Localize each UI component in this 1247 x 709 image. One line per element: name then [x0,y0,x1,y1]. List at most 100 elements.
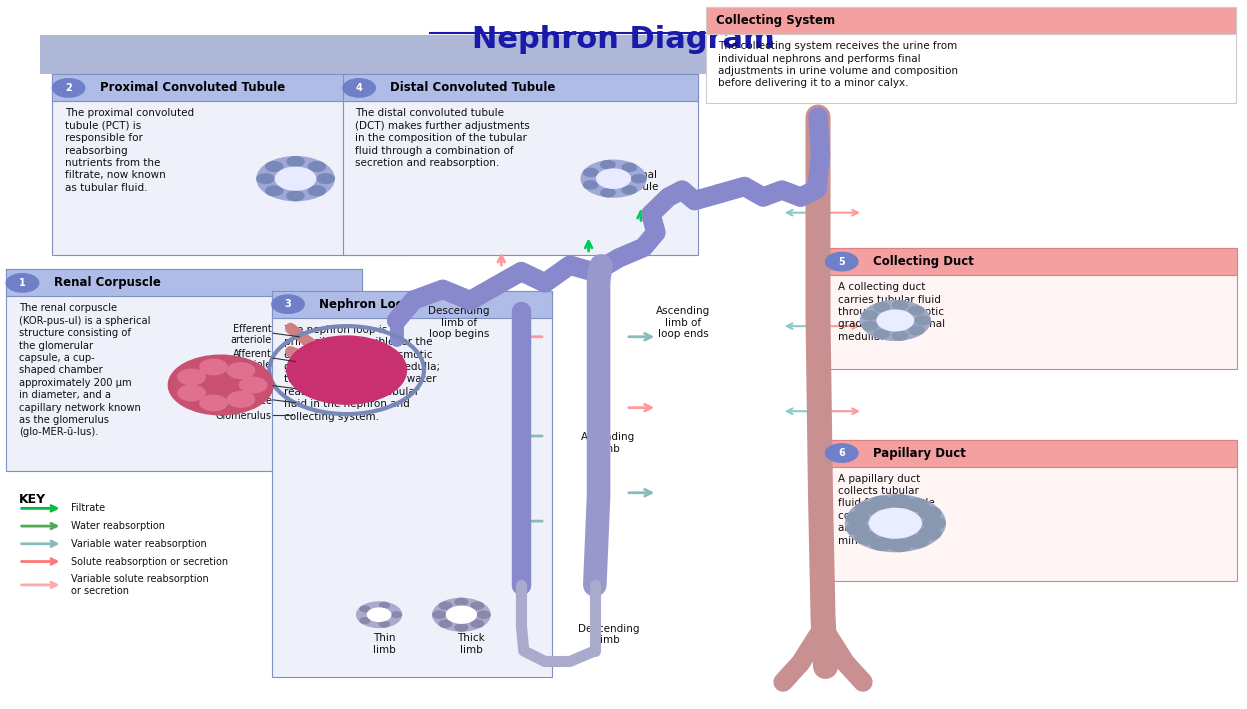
Text: Descending
limb of
loop begins: Descending limb of loop begins [428,306,490,339]
Circle shape [266,186,283,196]
Circle shape [439,602,451,609]
Text: Glomerular capsule: Glomerular capsule [176,381,272,391]
Circle shape [915,316,930,325]
Circle shape [317,174,334,184]
Text: Water reabsorption: Water reabsorption [71,521,165,531]
Circle shape [855,503,877,515]
FancyBboxPatch shape [343,74,698,255]
Circle shape [919,527,940,540]
Circle shape [471,602,484,609]
FancyBboxPatch shape [826,248,1237,369]
Text: 1: 1 [19,278,26,288]
Circle shape [874,330,889,338]
Circle shape [178,369,206,385]
FancyBboxPatch shape [272,291,552,318]
Text: Ascending
limb of
loop ends: Ascending limb of loop ends [656,306,711,339]
Circle shape [869,508,922,538]
Circle shape [52,79,85,97]
Circle shape [860,301,930,340]
Text: The collecting system receives the urine from
individual nephrons and performs f: The collecting system receives the urine… [718,41,958,89]
Circle shape [855,532,877,544]
Circle shape [862,321,878,330]
Circle shape [893,331,908,340]
Text: Variable water reabsorption: Variable water reabsorption [71,539,207,549]
Circle shape [601,189,615,196]
Circle shape [257,174,274,184]
Circle shape [257,157,334,201]
Text: Thick
limb: Thick limb [458,633,485,654]
Circle shape [433,611,445,618]
Circle shape [584,181,597,189]
Text: Papillary Duct: Papillary Duct [873,447,965,459]
FancyBboxPatch shape [40,35,707,74]
Circle shape [907,535,929,547]
Circle shape [919,507,940,519]
Text: Filtrate: Filtrate [71,503,105,513]
Circle shape [200,395,227,411]
Text: Nephron Diagram: Nephron Diagram [473,25,774,54]
Circle shape [826,444,858,462]
Text: Efferent
arteriole: Efferent arteriole [231,324,272,345]
Text: Proximal Convoluted Tubule: Proximal Convoluted Tubule [100,82,286,94]
Circle shape [266,162,283,172]
FancyBboxPatch shape [826,248,1237,275]
Circle shape [877,310,914,331]
FancyBboxPatch shape [706,7,1236,103]
Circle shape [360,618,370,623]
Text: Distal Convoluted Tubule: Distal Convoluted Tubule [390,82,556,94]
Circle shape [357,602,402,627]
Text: Renal Corpuscle: Renal Corpuscle [54,277,161,289]
Circle shape [581,160,646,197]
Circle shape [862,311,878,320]
Circle shape [433,598,490,631]
Text: Collecting System: Collecting System [716,14,835,27]
FancyBboxPatch shape [343,74,698,101]
FancyBboxPatch shape [6,269,362,296]
Text: A papillary duct
collects tubular
fluid from multiple
collecting ducts
and deliv: A papillary duct collects tubular fluid … [838,474,936,546]
Text: The renal corpuscle
(KOR-pus-ul) is a spherical
structure consisting of
the glom: The renal corpuscle (KOR-pus-ul) is a sp… [19,303,150,437]
Circle shape [276,167,315,190]
Text: The nephron loop is
primarily responsible for the
establishment of an osmotic
gr: The nephron loop is primarily responsibl… [284,325,440,422]
Circle shape [239,377,267,393]
Circle shape [287,191,304,201]
Circle shape [446,606,476,623]
Circle shape [889,539,912,552]
Text: The distal convoluted tubule
(DCT) makes further adjustments
in the composition : The distal convoluted tubule (DCT) makes… [355,108,530,168]
Circle shape [343,79,375,97]
Text: 4: 4 [355,83,363,93]
Circle shape [308,162,325,172]
FancyBboxPatch shape [706,7,1236,34]
Circle shape [227,363,254,379]
Circle shape [455,598,468,605]
Circle shape [308,186,325,196]
Text: 3: 3 [284,299,292,309]
Text: Afferent
arteriole: Afferent arteriole [231,349,272,370]
Circle shape [168,355,273,415]
Circle shape [596,169,631,189]
Circle shape [909,306,924,315]
FancyBboxPatch shape [826,440,1237,467]
Text: KEY: KEY [19,493,46,506]
Circle shape [439,620,451,627]
Circle shape [455,624,468,631]
Text: Thin
limb: Thin limb [373,633,395,654]
Circle shape [272,295,304,313]
FancyBboxPatch shape [826,440,1237,581]
Circle shape [632,174,646,183]
Circle shape [923,517,945,530]
Circle shape [893,301,908,310]
Text: The proximal convoluted
tubule (PCT) is
responsible for
reabsorbing
nutrients fr: The proximal convoluted tubule (PCT) is … [65,108,195,193]
Circle shape [471,620,484,627]
Circle shape [379,621,389,627]
Circle shape [874,303,889,311]
FancyBboxPatch shape [52,74,408,255]
FancyBboxPatch shape [272,291,552,677]
FancyBboxPatch shape [52,74,408,101]
Circle shape [379,603,389,608]
Circle shape [847,512,869,524]
Circle shape [360,606,370,612]
Circle shape [478,611,490,618]
Text: 6: 6 [838,448,845,458]
Circle shape [826,252,858,271]
Circle shape [287,157,304,167]
